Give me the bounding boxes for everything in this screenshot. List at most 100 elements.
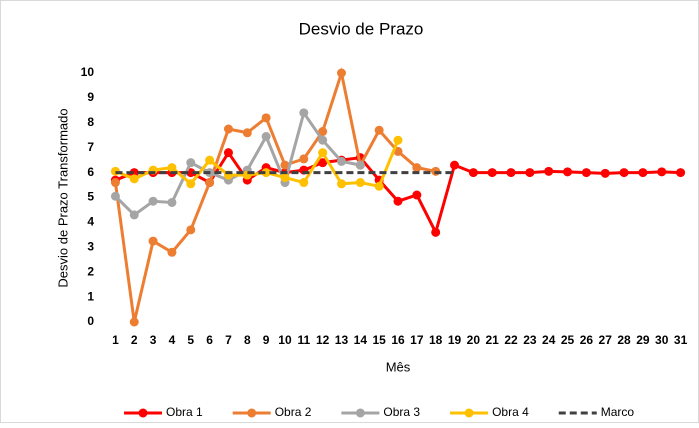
legend-label: Obra 4 — [492, 405, 529, 419]
data-point — [393, 135, 403, 145]
y-tick-label: 3 — [87, 239, 94, 253]
data-point — [129, 210, 139, 220]
data-point — [299, 178, 309, 188]
data-point — [148, 196, 158, 206]
data-point — [242, 128, 252, 138]
x-tick-label: 26 — [580, 333, 594, 347]
data-point — [186, 158, 196, 168]
legend-marker — [247, 408, 257, 418]
data-point — [129, 174, 139, 184]
data-point — [676, 168, 686, 178]
series-line — [114, 139, 400, 189]
x-tick-label: 28 — [617, 333, 631, 347]
data-point — [487, 168, 497, 178]
data-point — [450, 160, 460, 170]
data-point — [129, 168, 139, 178]
x-tick-label: 13 — [335, 333, 349, 347]
x-tick-label: 12 — [316, 333, 330, 347]
y-tick-label: 8 — [87, 115, 94, 129]
y-tick-label: 6 — [87, 165, 94, 179]
x-axis-label: Mês — [386, 359, 411, 374]
y-axis-label: Desvio de Prazo Transformado — [55, 108, 70, 287]
x-tick-label: 21 — [486, 333, 500, 347]
data-point — [544, 166, 554, 176]
data-point — [186, 179, 196, 189]
y-tick-label: 1 — [87, 289, 94, 303]
x-tick-label: 17 — [410, 333, 424, 347]
x-tick-label: 7 — [225, 333, 232, 347]
legend-label: Marco — [601, 405, 635, 419]
data-point — [355, 178, 365, 188]
data-point — [318, 158, 328, 168]
x-tick-label: 15 — [372, 333, 386, 347]
legend-label: Obra 2 — [275, 405, 312, 419]
x-tick-label: 24 — [542, 333, 556, 347]
data-point — [318, 135, 328, 145]
data-point — [431, 227, 441, 237]
data-point — [393, 196, 403, 206]
data-point — [167, 247, 177, 257]
data-point — [525, 168, 535, 178]
data-point — [374, 125, 384, 135]
data-point — [374, 181, 384, 191]
data-point — [657, 167, 667, 177]
data-point — [336, 179, 346, 189]
x-tick-label: 16 — [391, 333, 405, 347]
x-tick-label: 14 — [354, 333, 368, 347]
legend-marker — [464, 408, 474, 418]
y-tick-label: 0 — [87, 314, 94, 328]
x-tick-label: 11 — [297, 333, 310, 347]
legend-label: Obra 3 — [383, 405, 420, 419]
y-tick-label: 5 — [87, 190, 94, 204]
data-point — [355, 160, 365, 170]
data-point — [638, 168, 648, 178]
data-point — [468, 168, 478, 178]
x-tick-label: 9 — [263, 333, 270, 347]
x-tick-label: 27 — [599, 333, 613, 347]
x-tick-label: 6 — [206, 333, 213, 347]
data-point — [563, 167, 573, 177]
data-point — [299, 154, 309, 164]
data-point — [205, 178, 215, 188]
data-point — [318, 127, 328, 137]
x-tick-label: 2 — [131, 333, 138, 347]
x-tick-label: 5 — [187, 333, 194, 347]
y-tick-label: 2 — [87, 264, 94, 278]
x-tick-label: 8 — [244, 333, 251, 347]
data-point — [280, 173, 290, 183]
x-tick-label: 29 — [636, 333, 650, 347]
data-point — [223, 148, 233, 158]
data-point — [506, 168, 516, 178]
data-point — [261, 168, 271, 178]
data-point — [110, 191, 120, 201]
x-tick-label: 19 — [448, 333, 462, 347]
x-tick-label: 18 — [429, 333, 443, 347]
data-point — [280, 160, 290, 170]
y-tick-label: 9 — [87, 90, 94, 104]
x-tick-label: 31 — [674, 333, 688, 347]
x-tick-label: 10 — [278, 333, 292, 347]
data-point — [261, 131, 271, 141]
y-tick-label: 7 — [87, 140, 94, 154]
x-tick-label: 30 — [655, 333, 669, 347]
data-point — [167, 197, 177, 207]
data-point — [186, 225, 196, 235]
data-point — [167, 163, 177, 173]
data-point — [261, 113, 271, 123]
data-point — [110, 178, 120, 188]
y-tick-label: 4 — [87, 215, 94, 229]
x-tick-label: 1 — [112, 333, 119, 347]
x-tick-label: 23 — [523, 333, 537, 347]
data-point — [336, 68, 346, 78]
legend-label: Obra 1 — [166, 405, 203, 419]
data-point — [205, 155, 215, 165]
data-point — [619, 168, 629, 178]
data-point — [600, 168, 610, 178]
data-point — [336, 156, 346, 166]
data-point — [148, 236, 158, 246]
data-point — [318, 148, 328, 158]
x-tick-label: 20 — [467, 333, 481, 347]
data-point — [129, 317, 139, 327]
